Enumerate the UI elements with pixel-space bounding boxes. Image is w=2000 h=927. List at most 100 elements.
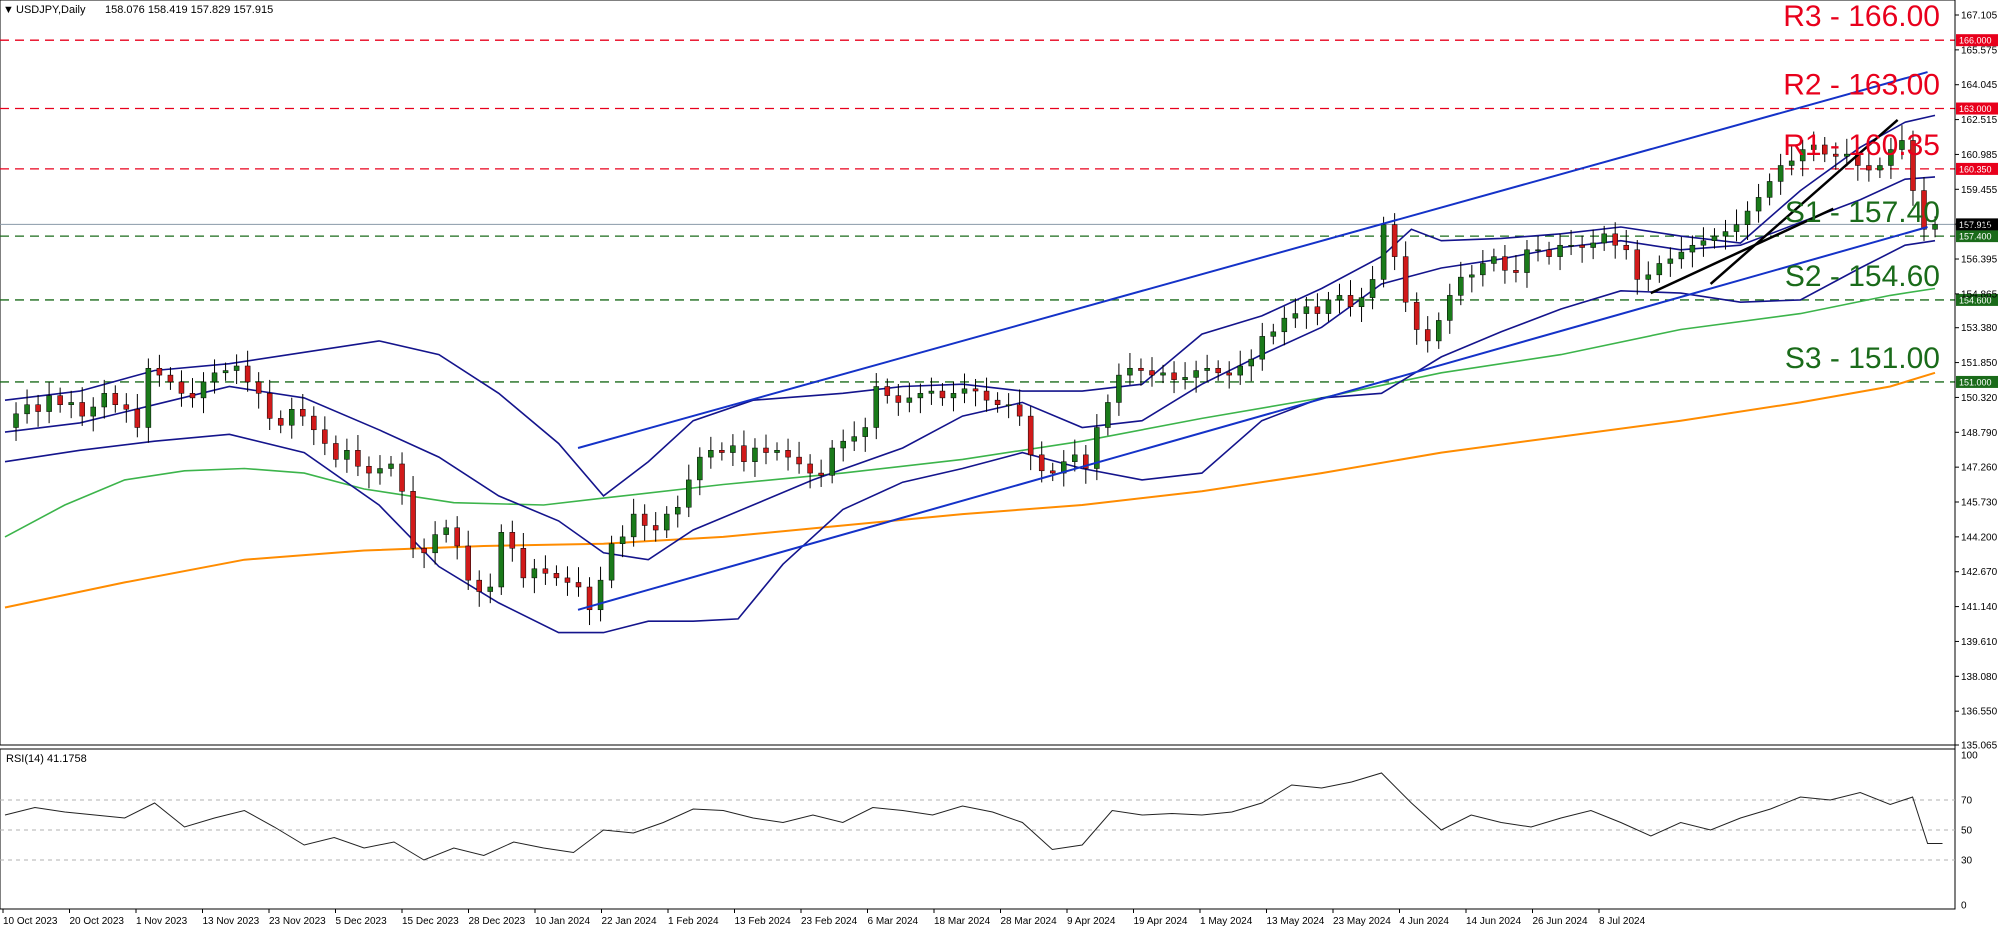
y-tick-label: 135.065 — [1961, 741, 1998, 752]
candle-bull — [906, 397, 913, 403]
candle-bear — [520, 548, 527, 579]
x-tick-label: 23 May 2024 — [1333, 916, 1391, 927]
x-tick-label: 1 Feb 2024 — [668, 916, 719, 927]
candle-bull — [388, 463, 394, 469]
candle-bear — [79, 402, 85, 417]
candle-bull — [377, 468, 383, 474]
rsi-line — [4, 772, 1943, 861]
candle-bear — [178, 381, 185, 394]
candle-bull — [68, 402, 74, 405]
candle-bull — [145, 368, 152, 428]
candle-bull — [961, 388, 968, 394]
candle-bear — [1016, 404, 1023, 417]
candle-bear — [1612, 233, 1618, 246]
x-tick-label: 23 Feb 2024 — [801, 916, 858, 927]
candle-bear — [244, 365, 251, 383]
candle-bear — [741, 445, 747, 462]
candle-bull — [1590, 242, 1596, 248]
candle-bear — [895, 395, 902, 403]
series-ma200 — [4, 371, 1936, 609]
x-tick-label: 1 May 2024 — [1200, 916, 1253, 927]
x-tick-label: 9 Apr 2024 — [1067, 916, 1116, 927]
candle-bull — [1458, 276, 1464, 296]
candle-bear — [57, 395, 63, 405]
candle-bear — [311, 415, 317, 431]
candle-bear — [1215, 368, 1221, 374]
candle-bull — [1292, 313, 1299, 319]
y-tick-label: 141.140 — [1961, 602, 1998, 613]
candle-bear — [355, 450, 361, 467]
rsi-tick-label: 50 — [1961, 826, 1973, 837]
candle-bear — [366, 465, 372, 474]
candle-bull — [1380, 224, 1387, 280]
candle-bull — [1447, 295, 1453, 321]
candle-bull — [1237, 365, 1243, 376]
candle-bear — [1634, 249, 1641, 280]
candlesticks — [13, 125, 1938, 626]
y-tick-label: 165.575 — [1961, 45, 1998, 56]
candle-bear — [564, 577, 571, 583]
candle-bear — [1149, 370, 1155, 376]
main-panel — [0, 0, 1956, 746]
rsi-panel — [0, 748, 1956, 910]
candle-bull — [1325, 299, 1332, 314]
y-tick-label: 159.455 — [1961, 185, 1998, 196]
candle-bear — [994, 399, 1001, 405]
level-label-r1: R1 - 160.35 — [1783, 129, 1940, 162]
candle-bull — [531, 568, 538, 579]
candle-bear — [1623, 244, 1629, 251]
candle-bull — [1127, 368, 1133, 376]
x-tick-label: 10 Jan 2024 — [535, 916, 590, 927]
candle-bull — [697, 456, 703, 481]
candle-bull — [917, 393, 924, 399]
x-tick-label: 13 May 2024 — [1267, 916, 1325, 927]
candle-bear — [421, 548, 427, 554]
candle-bear — [322, 429, 328, 444]
x-tick-label: 4 Jun 2024 — [1400, 916, 1450, 927]
y-tick-label: 160.985 — [1961, 150, 1998, 161]
candle-bull — [1072, 454, 1078, 462]
candle-bull — [1932, 224, 1938, 230]
candle-bear — [1226, 372, 1232, 376]
candle-bear — [1138, 368, 1144, 371]
candle-bull — [1678, 251, 1685, 260]
series-boll-mid — [4, 176, 1936, 561]
candle-bull — [1469, 274, 1475, 278]
last-price-tag — [1956, 218, 1998, 231]
candle-bull — [686, 479, 692, 508]
candle-bull — [1193, 370, 1199, 378]
candle-bull — [774, 450, 780, 453]
candle-bear — [255, 381, 262, 394]
candle-bull — [46, 395, 52, 412]
price-tag-text-r1: 160.350 — [1959, 164, 1992, 174]
candle-bull — [1182, 377, 1188, 380]
y-tick-label: 145.730 — [1961, 498, 1998, 509]
candle-bull — [1303, 306, 1310, 314]
candle-bull — [1105, 402, 1111, 428]
candle-bear — [641, 513, 648, 526]
x-tick-label: 23 Nov 2023 — [269, 916, 326, 927]
candle-bear — [1027, 415, 1034, 456]
candle-bull — [1755, 197, 1762, 212]
candle-bear — [575, 582, 582, 588]
chart-dropdown-icon[interactable]: ▼ — [3, 4, 14, 16]
price-axis: 167.105 165.575 164.045 162.515 160.985 159.4… — [1954, 0, 1998, 909]
candle-bull — [1535, 249, 1541, 252]
level-label-s1: S1 - 157.40 — [1785, 196, 1940, 229]
x-tick-label: 18 Mar 2024 — [934, 916, 991, 927]
candle-bear — [1049, 470, 1056, 474]
candle-bull — [288, 409, 295, 426]
x-tick-label: 8 Jul 2024 — [1599, 916, 1646, 927]
candle-bull — [928, 390, 935, 394]
candle-bear — [465, 545, 471, 581]
candle-bear — [1171, 372, 1177, 380]
level-label-s2: S2 - 154.60 — [1785, 260, 1940, 293]
y-tick-label: 139.610 — [1961, 637, 1998, 648]
candle-bull — [1700, 240, 1707, 246]
trendline-channel-upper — [577, 71, 1928, 449]
candle-bull — [675, 506, 681, 515]
x-tick-label: 22 Jan 2024 — [602, 916, 657, 927]
x-tick-label: 10 Oct 2023 — [3, 916, 58, 927]
rsi-tick-label: 70 — [1961, 796, 1973, 807]
